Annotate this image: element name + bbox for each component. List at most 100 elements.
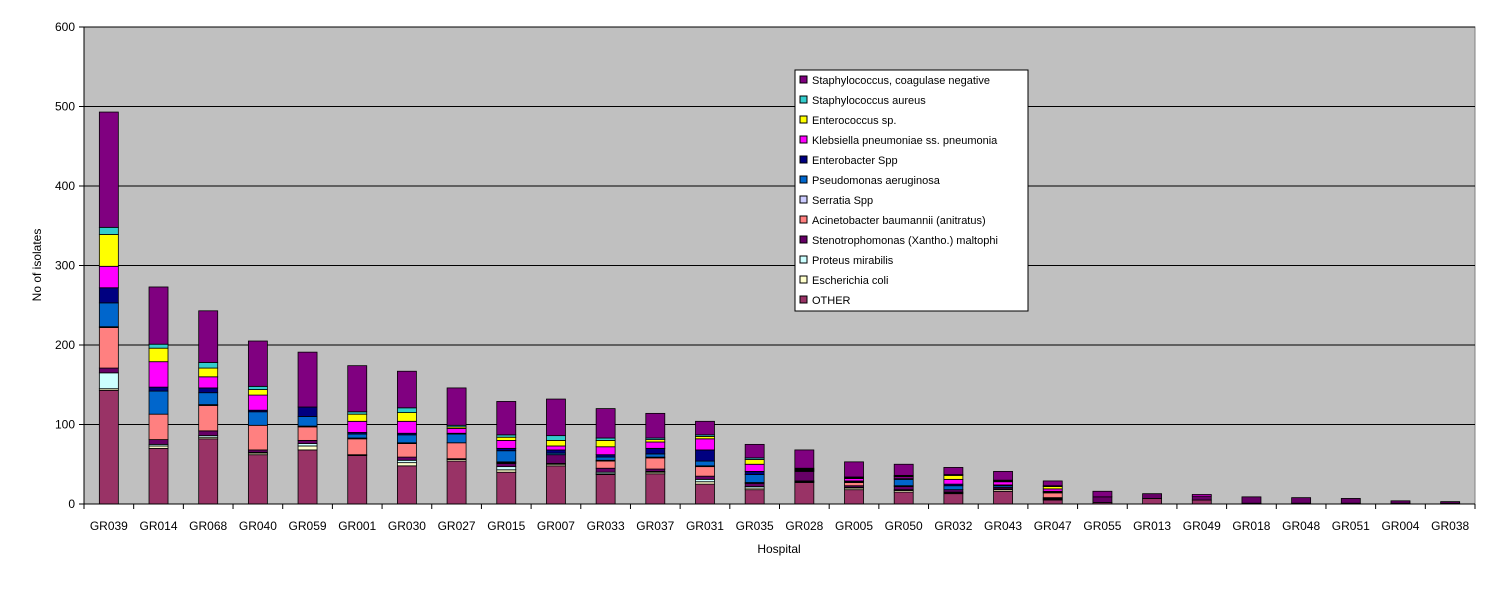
bar-segment <box>98 111 119 228</box>
x-tick-label: GR059 <box>289 519 327 533</box>
bar-segment <box>1142 493 1162 499</box>
bar-segment <box>198 405 219 432</box>
bar-segment <box>546 449 566 454</box>
legend-label: Klebsiella pneumoniae ss. pneumonia <box>812 135 998 147</box>
x-tick-label: GR005 <box>835 519 873 533</box>
x-tick-label: GR040 <box>239 519 277 533</box>
bar-segment <box>1440 501 1461 504</box>
x-tick-label: GR047 <box>1034 519 1072 533</box>
bar-segment <box>645 447 666 455</box>
bar-segment <box>397 420 417 434</box>
bar-segment <box>1191 499 1212 505</box>
x-tick-label: GR007 <box>537 519 575 533</box>
bar-segment <box>1291 497 1312 504</box>
bar-segment <box>595 439 616 448</box>
x-tick-label: GR038 <box>1431 519 1469 533</box>
bar-segment <box>496 471 517 505</box>
bar-segment <box>993 481 1013 486</box>
bar-segment <box>148 390 169 415</box>
legend-swatch <box>799 295 808 304</box>
bar-segment <box>446 428 467 434</box>
bar-segment <box>98 367 119 374</box>
bar-segment <box>1340 498 1361 504</box>
bar-segment <box>844 461 864 478</box>
legend-label: Staphylococcus aureus <box>812 95 926 107</box>
y-tick-label: 500 <box>55 100 75 114</box>
x-tick-label: GR048 <box>1282 519 1320 533</box>
bar-segment <box>993 490 1013 505</box>
bar-segment <box>695 449 715 462</box>
x-tick-label: GR030 <box>388 519 426 533</box>
bar-segment <box>695 460 715 467</box>
bar-segment <box>844 489 864 505</box>
legend-label: Enterococcus sp. <box>812 115 896 127</box>
y-tick-label: 100 <box>55 418 75 432</box>
legend-swatch <box>799 75 808 84</box>
bar-segment <box>347 365 368 413</box>
bar-segment <box>1042 499 1063 505</box>
bar-segment <box>645 457 666 470</box>
x-tick-label: GR055 <box>1083 519 1121 533</box>
bar-segment <box>893 486 914 491</box>
legend: Staphylococcus, coagulase negative Staphy… <box>794 69 1029 312</box>
bar-segment <box>595 460 616 469</box>
bar-segment <box>645 441 666 449</box>
x-tick-label: GR001 <box>338 519 376 533</box>
legend-label: Proteus mirabilis <box>812 255 894 267</box>
legend-swatch <box>799 235 808 244</box>
bar-segment <box>198 387 219 394</box>
legend-swatch <box>799 275 808 284</box>
bar-segment <box>794 482 815 505</box>
bar-segment <box>397 462 417 467</box>
bar-segment <box>198 392 219 406</box>
bar-segment <box>595 467 616 473</box>
bar-segment <box>595 408 616 439</box>
bar-segment <box>695 438 715 451</box>
bar-segment <box>1092 490 1113 498</box>
legend-swatch <box>799 215 808 224</box>
bar-segment <box>1092 496 1113 503</box>
bar-segment <box>98 226 119 235</box>
bar-segment <box>844 482 864 487</box>
bar-segment <box>695 483 715 505</box>
bar-segment <box>1142 498 1162 505</box>
bar-segment <box>148 361 169 388</box>
x-tick-label: GR031 <box>686 519 724 533</box>
bar-segment <box>98 302 119 328</box>
bar-segment <box>1042 492 1063 499</box>
y-tick-label: 200 <box>55 338 75 352</box>
bar-segment <box>546 445 566 451</box>
bar-segment <box>943 474 964 480</box>
bar-segment <box>347 455 368 505</box>
x-axis-title: Hospital <box>757 542 800 556</box>
x-tick-label: GR004 <box>1381 519 1419 533</box>
legend-label: Stenotrophomonas (Xantho.) maltophi <box>812 235 998 247</box>
bar-segment <box>446 387 467 426</box>
bar-segment <box>893 463 914 476</box>
bar-segment <box>744 463 765 472</box>
bar-segment <box>397 370 417 409</box>
bar-segment <box>546 439 566 447</box>
bar-segment <box>198 362 219 369</box>
legend-label: Staphylococcus, coagulase negative <box>812 75 990 87</box>
bar-segment <box>1390 500 1411 504</box>
bar-segment <box>297 416 318 427</box>
bar-segment <box>397 456 417 461</box>
bar-segment <box>943 485 964 491</box>
y-tick-label: 600 <box>55 20 75 34</box>
bar-segment <box>148 286 169 345</box>
y-tick-label: 300 <box>55 259 75 273</box>
bar-segment <box>446 433 467 444</box>
x-tick-label: GR068 <box>189 519 227 533</box>
bar-segment <box>247 424 268 451</box>
bar-segment <box>247 454 268 505</box>
bar-segment <box>1191 494 1212 497</box>
bar-segment <box>347 413 368 422</box>
x-tick-label: GR014 <box>140 519 178 533</box>
bar-segment <box>893 478 914 487</box>
bar-segment <box>98 327 119 369</box>
bar-segment <box>695 420 715 436</box>
x-tick-label: GR049 <box>1183 519 1221 533</box>
bar-segment <box>297 439 318 444</box>
bar-segment <box>347 433 368 439</box>
